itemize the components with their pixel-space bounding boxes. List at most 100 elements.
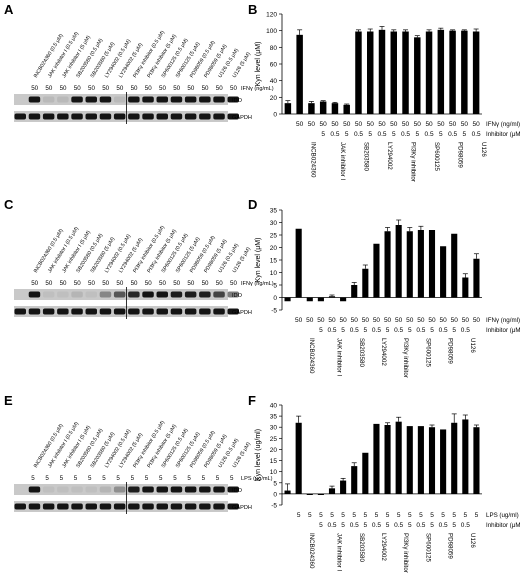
- group-label: SP600125: [424, 338, 431, 367]
- treatment-value: 50: [473, 121, 481, 128]
- blot-treatment-value: 50: [116, 85, 123, 92]
- y-tick-label: 0: [273, 491, 277, 498]
- blot-treatment-value: 5: [116, 475, 120, 482]
- bar: [417, 426, 424, 494]
- treatment-value: 50: [414, 121, 422, 128]
- blot-band-gapdh: [142, 503, 154, 510]
- treatment-value: 50: [343, 121, 351, 128]
- inhibitor-value: 5: [415, 131, 419, 138]
- blot-band-gapdh: [142, 308, 154, 315]
- inhibitor-value: 5: [439, 131, 443, 138]
- inhibitor-value: 0.5: [372, 327, 381, 334]
- inhibitor-value: 0.5: [448, 131, 457, 138]
- treatment-value: 5: [452, 512, 456, 519]
- bar: [473, 427, 480, 494]
- y-tick-label: 40: [270, 403, 278, 410]
- blot-treatment-value: 5: [216, 475, 220, 482]
- blot-band-gapdh: [14, 113, 26, 120]
- blot-treatment-value: 50: [230, 280, 237, 287]
- blot-band-gapdh: [14, 308, 26, 315]
- bar: [355, 31, 362, 114]
- treatment-value: 5: [464, 512, 468, 519]
- blot-treatment-value: 50: [131, 280, 138, 287]
- inhibitor-value: 5: [408, 327, 412, 334]
- blot-band-ido: [71, 486, 83, 493]
- treatment-value: 50: [320, 121, 328, 128]
- blot-band-label: IDO: [232, 293, 243, 299]
- bar: [451, 233, 458, 298]
- blot-band-ido: [113, 486, 126, 493]
- treatment-value: 5: [430, 512, 434, 519]
- bar: [425, 31, 433, 114]
- blot-treatment-value: 5: [31, 475, 35, 482]
- blot-band-ido: [213, 291, 225, 298]
- treatment-value: 5: [341, 512, 345, 519]
- blot-band-ido: [28, 486, 41, 493]
- blot-band-label: IDO: [232, 488, 243, 494]
- y-tick-label: 30: [270, 220, 278, 227]
- blot-band-gapdh: [213, 503, 225, 510]
- treatment-value: 5: [408, 512, 412, 519]
- blot-band-gapdh: [184, 308, 197, 315]
- blot-band-ido: [113, 291, 126, 298]
- bar: [395, 421, 402, 494]
- blot-treatment-value: 50: [145, 85, 152, 92]
- group-label: U126: [469, 338, 476, 353]
- inhibitor-value: 0.5: [327, 327, 336, 334]
- group-label: U126: [469, 533, 476, 548]
- treatment-value: 5: [330, 512, 334, 519]
- inhibitor-value: 0.5: [439, 327, 448, 334]
- y-tick-label: 80: [270, 45, 278, 52]
- bar: [284, 490, 291, 494]
- bar: [362, 452, 369, 494]
- blot-treatment-value: 50: [74, 85, 81, 92]
- inhibitor-value: 5: [386, 327, 390, 334]
- treatment-value: 5: [386, 512, 390, 519]
- blot-band-gapdh: [57, 503, 69, 510]
- bar: [417, 230, 424, 298]
- blot-band-gapdh: [71, 503, 83, 510]
- blot-band-gapdh: [213, 113, 225, 120]
- treatment-value: 50: [373, 317, 381, 324]
- inhibitor-value: 0.5: [425, 131, 434, 138]
- blot-treatment-value: 5: [230, 475, 234, 482]
- y-tick-label: 0: [273, 112, 277, 119]
- blot-band-ido: [57, 486, 69, 493]
- inhibitor-value: 5: [345, 131, 349, 138]
- y-tick-label: 10: [270, 469, 278, 476]
- blot-band-gapdh: [170, 308, 183, 315]
- blot-band-gapdh: [170, 113, 183, 120]
- treatment-value: 5: [308, 512, 312, 519]
- blot-band-gapdh: [113, 113, 126, 120]
- treatment-label: LPS (ug/ml): [486, 512, 519, 519]
- y-tick-label: 120: [266, 12, 277, 19]
- blot-band-gapdh: [28, 503, 41, 510]
- blot-band-ido: [71, 291, 83, 298]
- blot-band-label: GAPDH: [232, 115, 252, 121]
- group-label: JAK inhibitor I: [336, 338, 343, 376]
- inhibitor-value: 5: [341, 522, 345, 529]
- treatment-label: IFNγ (ng/ml): [486, 121, 520, 128]
- panel-label-f: F: [248, 393, 256, 408]
- treatment-value: 50: [308, 121, 316, 128]
- blot-band-gapdh: [199, 113, 211, 120]
- treatment-value: 50: [378, 121, 386, 128]
- blot-band-ido: [170, 486, 183, 493]
- treatment-value: 50: [331, 121, 339, 128]
- panel-label-a: A: [4, 2, 14, 17]
- y-tick-label: 35: [270, 208, 278, 215]
- panel-label-c: C: [4, 197, 14, 212]
- treatment-value: 50: [296, 121, 304, 128]
- y-tick-label: 60: [270, 62, 278, 69]
- panel-label-d: D: [248, 197, 258, 212]
- treatment-value: 50: [351, 317, 359, 324]
- blot-band-label: GAPDH: [232, 310, 252, 316]
- treatment-value: 50: [384, 317, 392, 324]
- group-label: SB203580: [362, 142, 369, 171]
- inhibitor-value: 0.5: [372, 522, 381, 529]
- y-axis-label: Kyn level (μM): [255, 42, 262, 87]
- bar: [328, 296, 336, 298]
- blot-band-gapdh: [28, 113, 41, 120]
- blot-treatment-value: 50: [159, 280, 166, 287]
- blot-band-ido: [85, 486, 97, 493]
